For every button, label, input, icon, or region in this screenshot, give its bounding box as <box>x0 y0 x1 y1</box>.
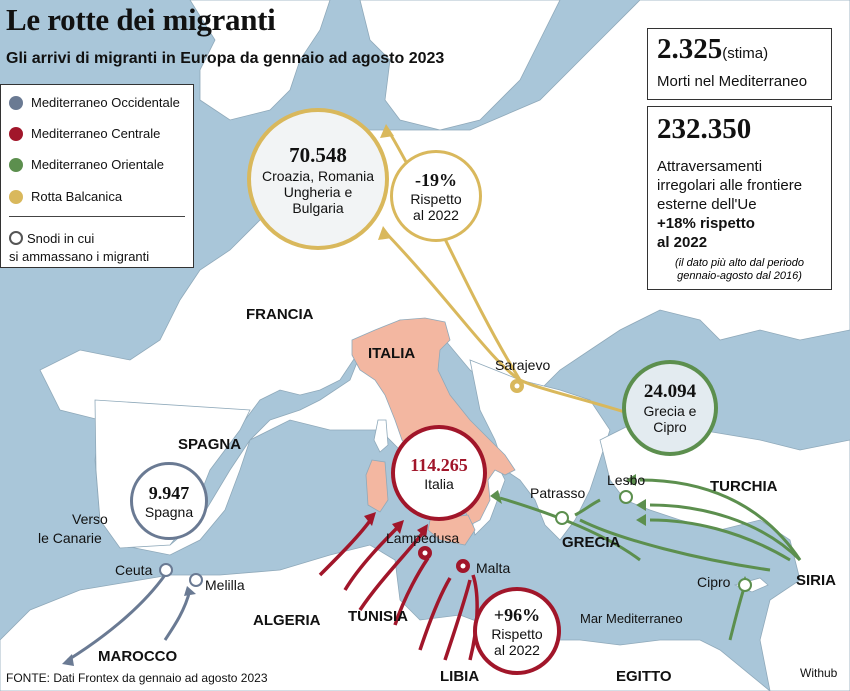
central-line1: Italia <box>424 475 454 492</box>
east-line2: Cipro <box>653 419 687 435</box>
sicily <box>427 514 476 546</box>
turkey-landmass <box>599 419 850 691</box>
label-ceuta: Ceuta <box>115 562 153 578</box>
legend-node: Snodi in cui si ammassano i migranti <box>9 230 149 266</box>
crossings-box: 232.350 Attraversamenti irregolari alle … <box>647 106 832 290</box>
central-value: 114.265 <box>410 454 468 475</box>
central-circle: 114.265 Italia <box>391 425 487 521</box>
balkan-value: 70.548 <box>289 142 347 167</box>
legend-node-line2: si ammassano i migranti <box>9 249 150 264</box>
source-note: FONTE: Dati Frontex da gennaio ad agosto… <box>6 671 268 685</box>
balkan-change-line1: Rispetto <box>410 190 462 207</box>
crossings-note2: gennaio-agosto dal 2016) <box>677 270 802 282</box>
crossings-line1: Attraversamenti <box>657 158 763 175</box>
balkan-change-line2: al 2022 <box>413 206 459 223</box>
crossings-change1: +18% rispetto <box>657 215 755 232</box>
east-value: 24.094 <box>643 381 697 402</box>
label-algeria: ALGERIA <box>253 612 321 629</box>
crossings-change2: al 2022 <box>657 234 708 251</box>
legend-dot-west <box>9 95 23 110</box>
crossings-note: (il dato più alto dal periodo gennaio-ag… <box>657 257 822 283</box>
label-egitto: EGITTO <box>616 668 672 685</box>
label-grecia: GRECIA <box>562 534 621 551</box>
legend-node-line1: Snodi in cui <box>27 231 95 246</box>
britain-landmass <box>189 0 331 121</box>
node-melilla <box>189 573 203 587</box>
page-title: Le rotte dei migranti <box>6 2 276 37</box>
node-patrasso <box>555 511 569 525</box>
label-malta: Malta <box>476 560 511 576</box>
central-change-line1: Rispetto <box>491 625 543 642</box>
legend-dot-balkan <box>9 189 23 204</box>
deaths-note: (stima) <box>722 45 769 62</box>
label-libia: LIBIA <box>440 668 480 685</box>
balkan-change-value: -19% <box>415 169 457 190</box>
label-sarajevo: Sarajevo <box>495 357 551 373</box>
label-francia: FRANCIA <box>246 306 314 323</box>
credit: Withub <box>800 666 838 680</box>
legend-item-west: Mediterraneo Occidentale <box>9 95 180 110</box>
east-route <box>499 478 802 641</box>
legend-label: Mediterraneo Orientale <box>31 157 164 172</box>
legend-dot-east <box>9 157 23 172</box>
label-patrasso: Patrasso <box>530 485 586 501</box>
crossings-text: Attraversamenti irregolari alle frontier… <box>657 157 802 252</box>
legend-dot-central <box>9 126 23 141</box>
crossings-line2: irregolari alle frontiere <box>657 177 803 194</box>
label-siria: SIRIA <box>796 572 837 589</box>
central-change-circle: +96% Rispetto al 2022 <box>473 587 561 675</box>
label-melilla: Melilla <box>205 577 245 593</box>
label-sea: Mar Mediterraneo <box>580 611 683 626</box>
node-markers <box>159 379 752 592</box>
legend-divider <box>9 216 185 217</box>
node-lesbo <box>619 490 633 504</box>
central-route <box>318 516 479 661</box>
west-line1: Spagna <box>144 503 194 520</box>
node-ceuta <box>159 563 173 577</box>
label-turchia: TURCHIA <box>710 478 778 495</box>
balkan-line2: Ungheria e <box>283 183 353 200</box>
balkan-line1: Croazia, Romania <box>261 167 375 184</box>
west-value: 9.947 <box>148 482 190 503</box>
legend-label: Mediterraneo Occidentale <box>31 95 180 110</box>
balkan-route <box>383 129 651 422</box>
legend-item-central: Mediterraneo Centrale <box>9 126 160 141</box>
legend: Mediterraneo Occidentale Mediterraneo Ce… <box>0 84 194 268</box>
legend-label: Mediterraneo Centrale <box>31 126 161 141</box>
node-marker-icon <box>9 231 23 245</box>
legend-label: Rotta Balcanica <box>31 189 123 204</box>
crossings-note1: (il dato più alto dal periodo <box>674 257 805 269</box>
east-line1: Grecia e <box>643 403 697 419</box>
node-cipro <box>738 578 752 592</box>
label-lesbo: Lesbo <box>607 472 646 488</box>
legend-item-east: Mediterraneo Orientale <box>9 157 164 172</box>
central-change-line2: al 2022 <box>494 641 540 658</box>
balkan-change-circle: -19% Rispetto al 2022 <box>390 150 482 242</box>
label-tunisia: TUNISIA <box>348 608 408 625</box>
deaths-value: 2.325 <box>657 33 723 65</box>
balkan-circle: 70.548 Croazia, Romania Ungheria e Bulga… <box>247 108 389 250</box>
west-circle: 9.947 Spagna <box>130 462 208 540</box>
deaths-box: 2.325(stima) Morti nel Mediterraneo <box>647 28 832 100</box>
crossings-value: 232.350 <box>657 113 752 145</box>
label-marocco: MAROCCO <box>98 648 178 665</box>
label-canarie-2: le Canarie <box>38 530 102 546</box>
balkan-line3: Bulgaria <box>292 199 344 216</box>
label-lampedusa: Lampedusa <box>386 530 460 546</box>
label-cipro: Cipro <box>697 574 731 590</box>
deaths-label: Morti nel Mediterraneo <box>657 73 808 90</box>
sardinia <box>365 459 389 513</box>
east-circle: 24.094 Grecia e Cipro <box>622 360 718 456</box>
legend-item-balkan: Rotta Balcanica <box>9 189 122 204</box>
crossings-line3: esterne dell'Ue <box>657 196 757 213</box>
label-italia: ITALIA <box>368 345 416 362</box>
corsica <box>373 419 389 453</box>
label-spagna: SPAGNA <box>178 436 242 453</box>
page-subtitle: Gli arrivi di migranti in Europa da genn… <box>6 50 445 67</box>
central-change-value: +96% <box>493 604 541 625</box>
label-canarie-1: Verso <box>72 511 108 527</box>
